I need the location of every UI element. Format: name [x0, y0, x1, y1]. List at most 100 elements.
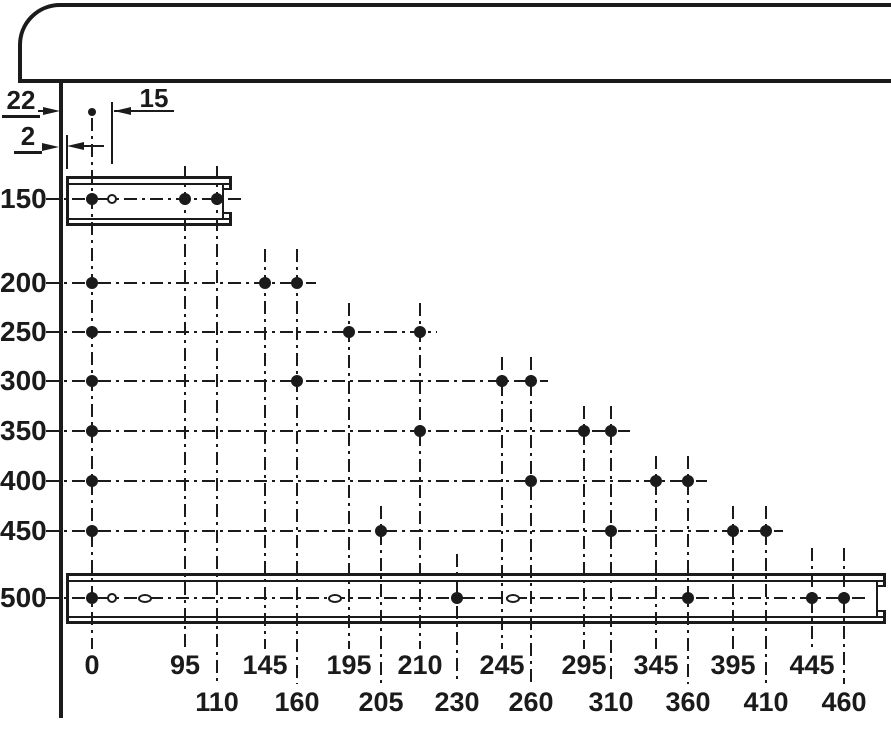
rail-cap-out-top — [883, 573, 886, 586]
pilot-hole-ring — [107, 593, 117, 603]
column-label-445: 445 — [789, 650, 835, 680]
mounting-slot — [506, 593, 520, 603]
rail-cap-v — [222, 183, 224, 219]
column-label-245: 245 — [479, 650, 525, 680]
dim-2-extension-line — [66, 135, 68, 169]
pilot-hole-ring — [107, 194, 117, 204]
cabinet-front-edge-line — [59, 79, 63, 718]
hole-dot — [451, 592, 463, 604]
dim-2-counter-arrow-icon — [67, 141, 84, 150]
hole-dot — [727, 525, 739, 537]
column-centerline-410 — [765, 506, 767, 684]
row-centerline-400 — [46, 480, 707, 482]
column-label-410: 410 — [743, 687, 789, 717]
column-centerline-230 — [456, 554, 458, 684]
hole-dot — [86, 475, 98, 487]
rail-cap-tab-top — [877, 585, 886, 587]
column-label-310: 310 — [588, 687, 634, 717]
column-label-460: 460 — [821, 687, 867, 717]
column-centerline-195 — [348, 303, 350, 649]
column-centerline-310 — [610, 406, 612, 684]
column-label-95: 95 — [169, 650, 201, 680]
hole-dot — [806, 592, 818, 604]
column-label-0: 0 — [84, 650, 100, 680]
column-centerline-395 — [732, 506, 734, 649]
dim-22-label: 22 — [2, 87, 40, 118]
hole-dot — [682, 592, 694, 604]
rail-inner-bottom — [66, 217, 232, 220]
column-centerline-360 — [687, 456, 689, 684]
hole-dot — [86, 592, 98, 604]
rail-cap-tab-top — [223, 188, 232, 190]
hole-dot — [605, 525, 617, 537]
hole-dot — [525, 475, 537, 487]
column-label-260: 260 — [508, 687, 554, 717]
column-label-360: 360 — [665, 687, 711, 717]
hole-dot — [525, 375, 537, 387]
column-centerline-95 — [184, 166, 186, 649]
hole-dot — [414, 326, 426, 338]
mounting-slot — [328, 593, 342, 603]
rail-inner-top — [66, 182, 232, 185]
hole-dot — [760, 525, 772, 537]
row-label-200: 200 — [0, 267, 47, 298]
rail-cap-out-bottom — [229, 213, 232, 226]
hole-dot — [179, 193, 191, 205]
rail-inner-top — [66, 579, 886, 582]
row-label-400: 400 — [0, 465, 47, 496]
column-label-295: 295 — [561, 650, 607, 680]
column-label-205: 205 — [358, 687, 404, 717]
column-label-210: 210 — [397, 650, 443, 680]
column-label-345: 345 — [633, 650, 679, 680]
column-centerline-145 — [264, 249, 266, 649]
row-centerline-250 — [46, 331, 437, 333]
hole-dot — [86, 375, 98, 387]
rail-cap-tab-bottom — [877, 610, 886, 612]
hole-dot — [838, 592, 850, 604]
rail-cap-v — [876, 580, 878, 617]
hole-dot — [375, 525, 387, 537]
hole-dot — [86, 525, 98, 537]
column-centerline-345 — [655, 456, 657, 649]
drawer-slide-rail-500 — [66, 573, 886, 624]
row-label-350: 350 — [0, 415, 47, 446]
hole-dot — [650, 475, 662, 487]
reference-hole-dot — [88, 108, 96, 116]
hole-dot — [211, 193, 223, 205]
dim-2-label: 2 — [14, 123, 42, 154]
hole-dot — [605, 425, 617, 437]
mounting-slot — [138, 593, 152, 603]
hole-dot — [86, 193, 98, 205]
column-centerline-110 — [216, 166, 218, 684]
dim-15-arrow-icon — [114, 106, 131, 115]
column-label-395: 395 — [710, 650, 756, 680]
hole-dot — [86, 277, 98, 289]
column-centerline-205 — [380, 506, 382, 684]
row-centerline-150 — [46, 198, 246, 200]
row-label-150: 150 — [0, 183, 47, 214]
rail-cap-out-bottom — [883, 611, 886, 624]
rail-cap-out-top — [229, 176, 232, 189]
dim-15-line — [114, 110, 174, 112]
hole-dot — [578, 425, 590, 437]
row-centerline-450 — [46, 530, 783, 532]
drawer-slide-rail-150 — [66, 176, 232, 226]
column-label-195: 195 — [326, 650, 372, 680]
column-centerline-210 — [419, 303, 421, 649]
hole-dot — [414, 425, 426, 437]
hole-dot — [259, 277, 271, 289]
row-label-300: 300 — [0, 365, 47, 396]
rail-inner-bottom — [66, 615, 886, 618]
dim-15-extension-line — [111, 102, 113, 164]
column-centerline-295 — [583, 406, 585, 649]
hole-dot — [86, 326, 98, 338]
column-centerline-245 — [501, 357, 503, 649]
row-label-500: 500 — [0, 582, 47, 613]
hole-dot — [291, 277, 303, 289]
dim-2-arrow-icon — [42, 142, 59, 151]
column-label-230: 230 — [434, 687, 480, 717]
dim-2-counter-line — [83, 145, 104, 147]
rail-cap-tab-bottom — [223, 212, 232, 214]
row-centerline-350 — [46, 430, 630, 432]
